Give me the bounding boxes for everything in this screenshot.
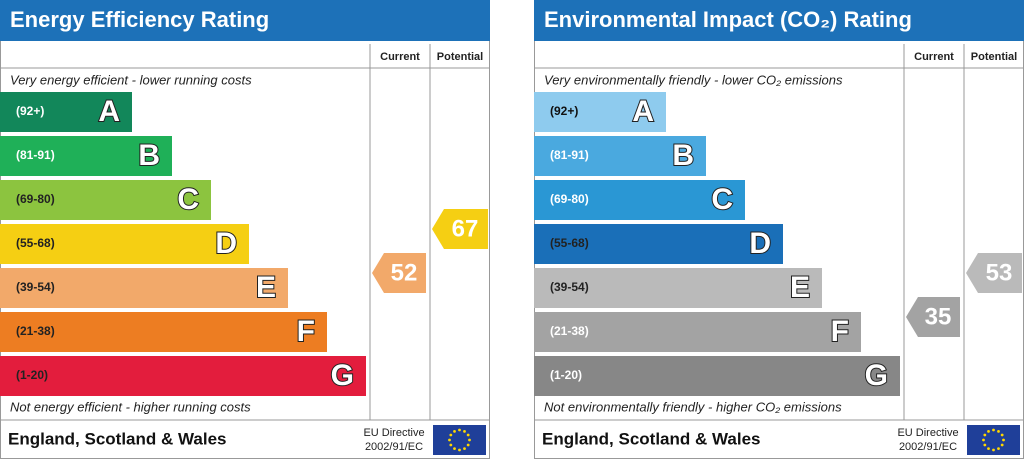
band-range: (69-80) xyxy=(550,192,589,206)
flag-star xyxy=(453,447,456,451)
directive-line: 2002/91/EC xyxy=(365,441,423,453)
rating-band xyxy=(534,356,900,396)
band-range: (39-54) xyxy=(16,280,55,294)
band-letter: F xyxy=(297,315,315,348)
band-letter: A xyxy=(98,95,120,128)
flag-star xyxy=(1002,438,1005,442)
flag-star xyxy=(997,447,1000,451)
band-letter: E xyxy=(256,271,276,304)
flag-star xyxy=(1000,433,1004,437)
flag-star xyxy=(983,443,987,447)
flag-star xyxy=(992,428,995,432)
flag-star xyxy=(463,447,466,451)
rating-band xyxy=(0,312,327,352)
band-range: (92+) xyxy=(550,104,578,118)
rating-panel: Energy Efficiency Rating Current Potential… xyxy=(0,0,490,459)
column-header: Potential xyxy=(437,51,483,63)
panel-title: Environmental Impact (CO₂) Rating xyxy=(544,7,912,32)
top-note: Very energy efficient - lower running co… xyxy=(10,72,252,87)
band-range: (1-20) xyxy=(16,368,48,382)
column-header: Current xyxy=(380,51,420,63)
band-range: (69-80) xyxy=(16,192,55,206)
flag-star xyxy=(987,447,990,451)
band-letter: G xyxy=(865,359,888,392)
flag-star xyxy=(982,438,985,442)
directive-line: 2002/91/EC xyxy=(899,441,957,453)
rating-band xyxy=(534,180,745,220)
band-range: (55-68) xyxy=(16,236,55,250)
flag-star xyxy=(463,429,466,433)
rating-band xyxy=(0,356,366,396)
rating-band xyxy=(534,268,822,308)
rating-marker xyxy=(966,253,1022,293)
band-letter: C xyxy=(177,183,199,216)
band-letter: D xyxy=(215,227,237,260)
title-bar xyxy=(534,0,1024,41)
band-letter: F xyxy=(831,315,849,348)
flag-star xyxy=(449,443,453,447)
rating-band xyxy=(534,224,783,264)
flag-star xyxy=(468,438,471,442)
flag-star xyxy=(466,443,470,447)
band-letter: D xyxy=(749,227,771,260)
band-range: (81-91) xyxy=(550,148,589,162)
rating-value: 53 xyxy=(986,259,1013,286)
band-letter: G xyxy=(331,359,354,392)
top-note: Very environmentally friendly - lower CO… xyxy=(544,72,843,87)
rating-value: 67 xyxy=(452,215,479,242)
rating-band xyxy=(0,92,132,132)
rating-band xyxy=(0,136,172,176)
band-range: (92+) xyxy=(16,104,44,118)
flag-star xyxy=(466,433,470,437)
rating-band xyxy=(0,180,211,220)
column-header: Potential xyxy=(971,51,1017,63)
rating-marker xyxy=(906,297,960,337)
bottom-note: Not energy efficient - higher running co… xyxy=(10,399,251,414)
band-range: (1-20) xyxy=(550,368,582,382)
flag-star xyxy=(983,433,987,437)
rating-band xyxy=(534,312,861,352)
directive-line: EU Directive xyxy=(897,427,958,439)
band-range: (39-54) xyxy=(550,280,589,294)
rating-value: 52 xyxy=(391,259,418,286)
footer-region: England, Scotland & Wales xyxy=(542,429,761,448)
rating-band xyxy=(534,136,706,176)
band-range: (81-91) xyxy=(16,148,55,162)
band-range: (21-38) xyxy=(16,324,55,338)
flag-star xyxy=(449,433,453,437)
band-letter: B xyxy=(672,139,694,172)
flag-star xyxy=(987,429,990,433)
flag-star xyxy=(458,428,461,432)
band-range: (21-38) xyxy=(550,324,589,338)
band-letter: A xyxy=(632,95,654,128)
rating-marker xyxy=(372,253,426,293)
title-bar xyxy=(0,0,490,41)
column-header: Current xyxy=(914,51,954,63)
band-range: (55-68) xyxy=(550,236,589,250)
band-letter: B xyxy=(138,139,160,172)
band-letter: C xyxy=(711,183,733,216)
footer-region: England, Scotland & Wales xyxy=(8,429,227,448)
band-letter: E xyxy=(790,271,810,304)
flag-star xyxy=(992,448,995,452)
flag-star xyxy=(453,429,456,433)
rating-band xyxy=(534,92,666,132)
rating-value: 35 xyxy=(925,303,952,330)
bottom-note: Not environmentally friendly - higher CO… xyxy=(544,399,842,414)
rating-panel: Environmental Impact (CO₂) Rating Current… xyxy=(534,0,1024,459)
rating-band xyxy=(0,268,288,308)
directive-line: EU Directive xyxy=(363,427,424,439)
panel-title: Energy Efficiency Rating xyxy=(10,7,269,32)
rating-marker xyxy=(432,209,488,249)
flag-star xyxy=(448,438,451,442)
flag-star xyxy=(458,448,461,452)
rating-band xyxy=(0,224,249,264)
flag-star xyxy=(1000,443,1004,447)
flag-star xyxy=(997,429,1000,433)
